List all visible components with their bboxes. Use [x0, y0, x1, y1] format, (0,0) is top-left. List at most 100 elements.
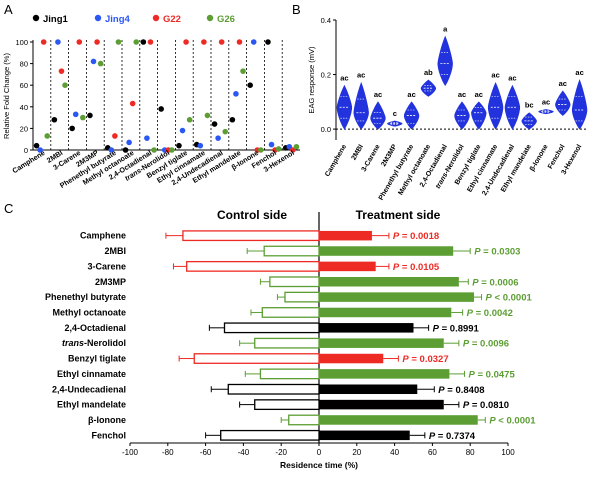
y-tick-label: 80	[20, 60, 28, 69]
p-symbol: P	[474, 247, 481, 258]
row-label: Ethyl cinnamate	[57, 369, 126, 379]
p-value-label: P = 0.0105	[393, 262, 440, 273]
label-text: 2,4-Octadienal	[64, 323, 126, 333]
violin-shape	[555, 90, 571, 116]
control-bar	[284, 291, 320, 303]
p-symbol: P	[393, 262, 400, 273]
point-jing4	[144, 135, 150, 141]
x-tick-label: 2M3MP	[380, 143, 398, 168]
p-value-label: P = 0.0810	[463, 400, 509, 411]
point-jing4	[90, 58, 97, 65]
row-label: trans-Nerolidol	[62, 338, 126, 348]
control-bar	[254, 399, 320, 411]
treatment-bar	[319, 353, 384, 364]
p-value-label: P = 0.0042	[467, 308, 513, 319]
x-axis-title: Residence time (%)	[280, 460, 358, 470]
p-value-text: < 0.0001	[496, 415, 537, 426]
p-value-label: P = 0.0018	[393, 231, 439, 242]
x-tick-label: Camphene	[11, 148, 47, 175]
control-bar	[220, 429, 320, 441]
treatment-side-header: Treatment side	[356, 208, 441, 222]
p-value-text: = 0.0303	[481, 247, 521, 258]
treatment-bar	[319, 399, 444, 410]
y-tick-label: 0.0	[321, 125, 331, 134]
x-tick-label: 40	[390, 448, 399, 457]
point-g26	[115, 39, 122, 45]
point-g22	[218, 39, 225, 45]
significance-letter: ac	[407, 90, 415, 99]
control-side-header: Control side	[217, 208, 287, 222]
label-text: Camphene	[80, 231, 126, 241]
point-g22	[40, 39, 47, 45]
p-symbol: P	[463, 400, 470, 411]
x-tick-label: Camphene	[324, 143, 348, 178]
significance-letter: ac	[374, 90, 382, 99]
x-tick-label: -20	[275, 448, 287, 457]
x-tick-label: -60	[200, 448, 212, 457]
label-text: 3-Carene	[87, 261, 126, 271]
point-jing4	[233, 91, 239, 97]
point-jing4	[197, 142, 204, 149]
point-g22	[236, 39, 243, 45]
point-g26	[44, 133, 51, 139]
point-g22	[147, 39, 154, 45]
y-axis-title: EAG response (mV)	[307, 46, 316, 114]
treatment-bar	[319, 323, 414, 333]
point-jing1	[211, 121, 218, 127]
x-tick-label: 60	[428, 448, 437, 457]
violin-shape	[437, 35, 453, 86]
p-symbol: P	[438, 385, 445, 396]
point-g26	[222, 128, 229, 135]
p-value-text: = 0.0006	[479, 277, 519, 288]
point-jing4	[268, 141, 275, 148]
legend-label-jing4: Jing4	[105, 14, 131, 25]
legend-label-g22: G22	[163, 14, 181, 25]
y-tick-label: 60	[20, 81, 28, 90]
label-text: Camphene	[11, 148, 47, 175]
control-bar	[263, 245, 320, 257]
point-g26	[151, 147, 157, 153]
legend-label-jing1: Jing1	[43, 14, 69, 25]
panel-label-a: A	[4, 2, 13, 17]
label-text: 2M3MP	[95, 277, 126, 287]
y-axis-title: Relative Fold Change (%)	[2, 53, 11, 139]
treatment-bar	[319, 292, 474, 302]
label-text: -Nerolidol	[84, 338, 126, 348]
significance-letter: ac	[575, 68, 583, 77]
p-value-label: P = 0.8991	[433, 323, 480, 334]
point-jing4	[108, 147, 115, 153]
control-bar	[182, 230, 320, 242]
x-tick-label: 0	[317, 448, 322, 457]
label-text: Methyl octanoate	[52, 307, 126, 317]
point-g26	[204, 112, 211, 119]
point-jing1	[69, 125, 75, 132]
point-g26	[169, 147, 175, 153]
p-symbol: P	[467, 308, 474, 319]
point-g22	[76, 39, 83, 45]
row-label: 2MBI	[104, 246, 126, 256]
point-g22	[183, 39, 189, 45]
p-value-label: P = 0.0006	[472, 277, 518, 288]
p-value-text: = 0.0475	[475, 369, 516, 380]
p-value-text: = 0.0096	[469, 339, 509, 350]
p-value-text: = 0.0810	[469, 400, 509, 411]
label-text: Benzyl tiglate	[68, 354, 126, 364]
significance-letter: ac	[458, 90, 466, 99]
significance-letter: ac	[475, 90, 483, 99]
p-value-label: P = 0.8408	[438, 385, 484, 396]
y-tick-label: 0.4	[321, 16, 331, 25]
panel-c-bar: Control side Treatment side -100 -80 -60 -40 -…	[45, 208, 536, 470]
panel-a-scatter: Jing1 Jing4 G22 G26 0 20 40 60 80 100 Relative Fol…	[2, 14, 300, 190]
point-g26	[293, 143, 300, 150]
p-value-text: = 0.7374	[435, 431, 476, 442]
point-jing4	[55, 39, 61, 45]
violin-shape	[370, 101, 386, 130]
control-bar	[288, 414, 320, 426]
p-symbol: P	[489, 415, 496, 426]
point-jing1	[122, 147, 129, 153]
control-bar	[261, 307, 320, 318]
control-bar	[259, 368, 320, 380]
significance-letter: a	[443, 24, 448, 33]
point-g26	[80, 114, 86, 121]
